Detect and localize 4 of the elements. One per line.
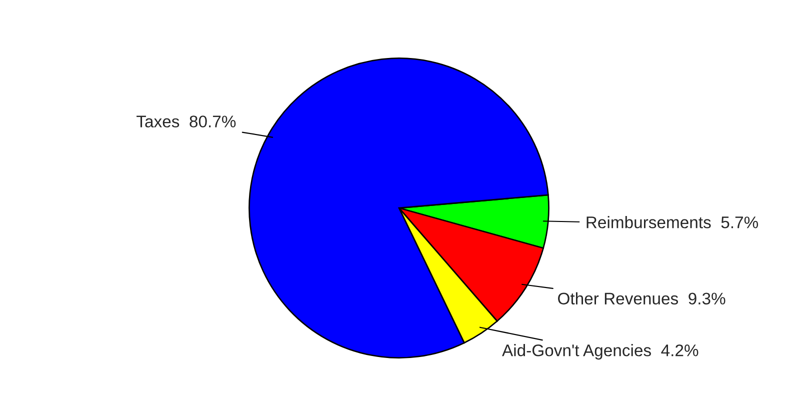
slice-label: Aid-Govn't Agencies 4.2%	[502, 344, 698, 360]
slice-label: Reimbursements 5.7%	[586, 216, 758, 228]
slice-label: Taxes 80.7%	[136, 116, 236, 128]
slice-label: Other Revenues 9.3%	[558, 292, 726, 304]
